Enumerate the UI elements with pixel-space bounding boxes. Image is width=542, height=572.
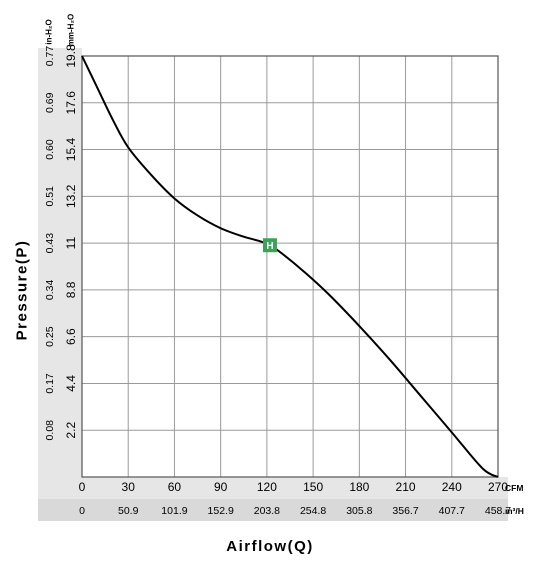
x-tick-label-m3h: 356.7: [392, 505, 418, 517]
x-axis-title: Airflow(Q): [226, 538, 314, 555]
y-tick-label-in: 0.08: [44, 420, 56, 441]
x-tick-label-cfm: 210: [396, 480, 416, 494]
x-tick-label-cfm: 270: [488, 480, 508, 494]
y-tick-label-in: 0.17: [44, 373, 56, 394]
y-tick-label-in: 0.60: [44, 139, 56, 160]
y-tick-label-mm: 17.6: [64, 91, 78, 115]
x-tick-label-cfm: 120: [257, 480, 277, 494]
x-axis-band-secondary: [38, 499, 508, 521]
x-tick-label-m3h: 203.8: [254, 505, 280, 517]
x-tick-label-cfm: 0: [79, 480, 86, 494]
y-tick-label-mm: 15.4: [64, 138, 78, 162]
y-tick-label-mm: 13.2: [64, 184, 78, 208]
operating-point-label: H: [266, 241, 273, 252]
x-tick-label-cfm: 150: [303, 480, 323, 494]
y-tick-label-in: 0.43: [44, 233, 56, 254]
plot-area: [82, 56, 498, 477]
y-tick-label-mm: 6.6: [64, 328, 78, 345]
x-tick-label-cfm: 30: [122, 480, 136, 494]
y-tick-label-in: 0.77: [44, 46, 56, 67]
x-tick-label-m3h: 101.9: [161, 505, 187, 517]
y-tick-label-mm: 11: [64, 237, 78, 250]
y-tick-label-mm: 19.8: [64, 44, 78, 68]
y-tick-label-mm: 4.4: [64, 375, 78, 392]
x-tick-label-m3h: 0: [79, 505, 85, 517]
plot-border: [81, 55, 499, 478]
y-tick-label-in: 0.69: [44, 92, 56, 113]
y-tick-label-mm: 8.8: [64, 281, 78, 298]
x-tick-label-m3h: 152.9: [208, 505, 234, 517]
x-tick-label-cfm: 90: [214, 480, 228, 494]
x-tick-label-m3h: 254.8: [300, 505, 326, 517]
y-tick-label-in: 0.51: [44, 186, 56, 207]
x-tick-label-cfm: 60: [168, 480, 182, 494]
y-tick-label-in: 0.25: [44, 326, 56, 347]
y-axis-title: Pressure(P): [14, 240, 31, 341]
operating-point-marker: [262, 238, 277, 253]
x-unit-m3h: m³/H: [505, 506, 524, 516]
y-unit-mm: mm-H₂O: [67, 14, 76, 46]
x-tick-label-cfm: 180: [349, 480, 369, 494]
x-tick-label-m3h: 458.7: [485, 505, 511, 517]
y-axis-band: [38, 48, 82, 477]
x-tick-label-m3h: 50.9: [118, 505, 139, 517]
x-tick-label-cfm: 240: [442, 480, 462, 494]
x-unit-cfm: CFM: [505, 483, 523, 493]
x-tick-label-m3h: 305.8: [346, 505, 372, 517]
x-tick-label-m3h: 407.7: [439, 505, 465, 517]
y-tick-label-in: 0.34: [44, 280, 56, 301]
y-tick-label-mm: 2.2: [64, 422, 78, 439]
y-unit-in: in-H₂O: [45, 19, 54, 44]
